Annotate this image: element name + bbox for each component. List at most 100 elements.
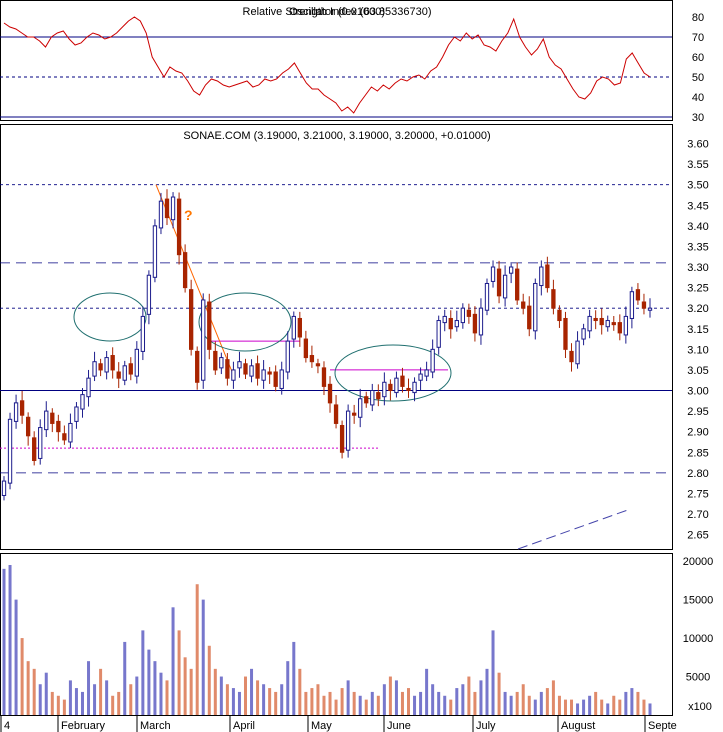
volume-bar — [68, 680, 72, 715]
price-tick-label: 2.65 — [687, 530, 708, 542]
volume-bar — [99, 668, 103, 715]
candle-body — [376, 392, 381, 400]
volume-bar — [8, 565, 12, 715]
x-tick-label: February — [61, 720, 106, 732]
price-tick-label: 3.45 — [687, 200, 708, 212]
volume-bar — [225, 684, 229, 715]
candle-body — [38, 427, 43, 459]
volume-bar — [443, 695, 447, 715]
volume-bar — [147, 649, 151, 715]
x-tick-label: Septe — [648, 720, 677, 732]
volume-bar — [262, 684, 266, 715]
candle-body — [581, 328, 586, 340]
volume-bar — [630, 688, 634, 715]
candle-body — [569, 350, 574, 363]
candle-body — [86, 377, 91, 398]
candle-body — [539, 266, 544, 287]
price-tick-label: 3.50 — [687, 180, 708, 192]
volume-tick-label: 5000 — [686, 672, 710, 684]
candle-body — [92, 361, 97, 377]
candle-body — [80, 394, 85, 410]
candle-body — [297, 317, 302, 338]
candle-body — [345, 410, 351, 451]
price-tick-label: 3.05 — [687, 365, 708, 377]
price-tick-label: 3.40 — [687, 221, 708, 233]
candle-body — [436, 320, 441, 348]
price-tick-label: 3.20 — [687, 303, 708, 315]
volume-tick-label: 20000 — [683, 556, 714, 568]
volume-bar — [582, 699, 586, 715]
volume-bar — [624, 691, 628, 715]
volume-bar — [612, 695, 616, 715]
volume-bar — [153, 661, 157, 715]
candle-body — [164, 198, 170, 219]
volume-bar — [636, 691, 640, 715]
candle-body — [19, 400, 25, 416]
candle-body — [315, 363, 321, 367]
candle-body — [611, 322, 616, 326]
volume-bar — [231, 688, 235, 715]
volume-bar — [111, 695, 115, 715]
candle-body — [176, 198, 182, 256]
price-tick-label: 2.95 — [687, 406, 708, 418]
volume-bar — [2, 568, 6, 715]
candle-body — [207, 301, 212, 350]
volume-unit-label: x100 — [688, 701, 712, 713]
volume-bar — [642, 699, 646, 715]
x-tick-label: May — [311, 720, 332, 732]
volume-bar — [352, 691, 356, 715]
volume-bar — [491, 630, 495, 715]
volume-bar — [183, 657, 187, 715]
volume-bar — [50, 691, 54, 715]
rsi-tick-label: 80 — [692, 12, 704, 24]
candle-body — [158, 200, 164, 229]
volume-bar — [256, 680, 260, 715]
volume-bar — [268, 688, 272, 715]
x-tick-label: April — [233, 720, 255, 732]
candle-body — [146, 274, 152, 315]
volume-frame — [0, 553, 673, 716]
candle-body — [521, 301, 526, 309]
candle-body — [641, 301, 647, 309]
rsi-tick-label: 50 — [692, 72, 704, 84]
candle-body — [7, 418, 13, 484]
candle-body — [454, 320, 459, 328]
candle-body — [647, 307, 653, 311]
candle-body — [635, 289, 641, 301]
price-tick-label: 2.70 — [687, 509, 708, 521]
candle-body — [382, 381, 387, 398]
volume-bar — [117, 691, 121, 715]
candle-body — [339, 425, 345, 453]
volume-bar — [485, 668, 489, 715]
candle-body — [291, 315, 296, 340]
volume-bar — [93, 684, 97, 715]
volume-tick-label: 15000 — [683, 595, 714, 607]
candle-body — [496, 268, 502, 297]
volume-bar — [26, 661, 30, 715]
volume-bar — [594, 691, 598, 715]
volume-bar — [570, 699, 574, 715]
volume-bar — [56, 695, 60, 715]
candle-body — [188, 289, 194, 350]
candle-body — [430, 348, 435, 373]
pattern-ellipse — [73, 292, 147, 342]
volume-bar — [588, 695, 592, 715]
volume-bar — [32, 668, 36, 715]
volume-bar — [557, 695, 561, 715]
volume-bar — [250, 668, 254, 715]
candle-body — [104, 357, 109, 373]
question-annotation: ? — [184, 207, 193, 223]
candle-body — [599, 317, 604, 326]
candle-body — [478, 307, 484, 336]
candle-body — [545, 264, 550, 289]
volume-bar — [292, 641, 296, 715]
volume-bar — [322, 695, 326, 715]
volume-bar — [545, 688, 549, 715]
candle-body — [424, 369, 429, 377]
volume-bar — [219, 676, 223, 715]
candle-body — [116, 371, 121, 379]
rsi-panel — [0, 16, 672, 118]
candle-body — [617, 322, 622, 334]
price-tick-label: 2.90 — [687, 427, 708, 439]
